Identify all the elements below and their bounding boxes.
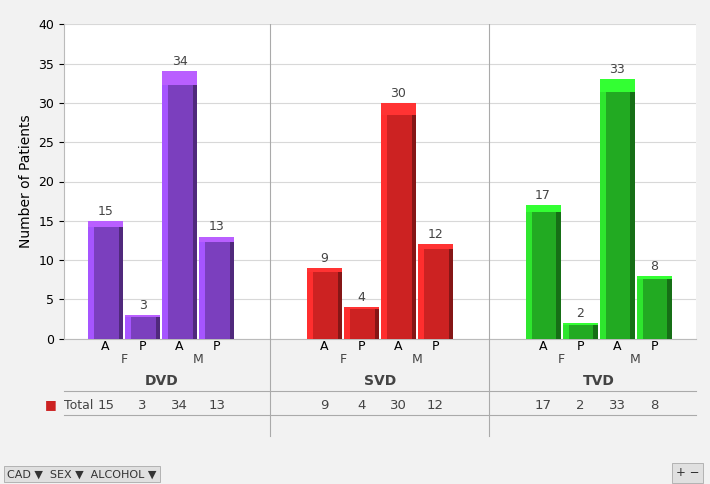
Text: 15: 15 [98,205,114,218]
Text: 15: 15 [97,398,114,411]
Text: 8: 8 [650,260,658,273]
Polygon shape [637,276,672,279]
Polygon shape [88,221,123,339]
Text: 4: 4 [357,291,365,304]
Polygon shape [418,244,453,249]
Polygon shape [338,268,342,339]
Text: M: M [192,353,204,366]
Polygon shape [375,307,379,339]
Polygon shape [562,323,598,339]
Polygon shape [119,221,123,339]
Polygon shape [525,205,561,339]
Polygon shape [557,205,561,339]
Text: ■: ■ [45,398,57,411]
Text: 13: 13 [208,398,225,411]
Text: 33: 33 [609,63,625,76]
Text: 12: 12 [427,228,443,241]
Text: SVD: SVD [364,374,396,388]
Text: M: M [630,353,641,366]
Text: 30: 30 [390,398,407,411]
Polygon shape [637,276,672,339]
Text: 2: 2 [576,307,584,320]
Polygon shape [637,276,643,339]
Text: 3: 3 [138,398,147,411]
Polygon shape [562,323,598,325]
Text: 33: 33 [608,398,626,411]
Text: 34: 34 [171,398,188,411]
Polygon shape [230,237,234,339]
Polygon shape [594,323,598,339]
Polygon shape [125,315,160,339]
Polygon shape [344,307,350,339]
Polygon shape [162,72,168,339]
Polygon shape [199,237,234,339]
Polygon shape [162,72,197,339]
Text: 9: 9 [320,252,328,265]
Text: CAD ▼  SEX ▼  ALCOHOL ▼: CAD ▼ SEX ▼ ALCOHOL ▼ [7,469,156,479]
Text: F: F [558,353,565,366]
Polygon shape [162,72,197,85]
Polygon shape [449,244,453,339]
Polygon shape [344,307,379,309]
Polygon shape [418,244,424,339]
Y-axis label: Number of Patients: Number of Patients [18,115,33,248]
Text: + −: + − [676,466,699,479]
Polygon shape [344,307,379,339]
Text: Total: Total [64,398,93,411]
Polygon shape [156,315,160,339]
Polygon shape [88,221,123,227]
Text: F: F [121,353,128,366]
Polygon shape [88,221,94,339]
Text: 9: 9 [320,398,329,411]
Text: M: M [412,353,422,366]
Polygon shape [418,244,453,339]
Text: DVD: DVD [144,374,178,388]
Text: 34: 34 [172,55,187,68]
Polygon shape [193,72,197,339]
Text: 12: 12 [427,398,444,411]
Polygon shape [381,103,416,115]
Text: TVD: TVD [583,374,615,388]
Polygon shape [199,237,205,339]
Polygon shape [562,323,569,339]
Polygon shape [667,276,672,339]
Text: F: F [339,353,346,366]
Polygon shape [125,315,131,339]
Text: 3: 3 [138,299,146,312]
Polygon shape [307,268,342,339]
Polygon shape [307,268,313,339]
Polygon shape [307,268,342,272]
Polygon shape [525,205,561,212]
Text: 8: 8 [650,398,658,411]
Polygon shape [599,79,635,339]
Polygon shape [381,103,416,339]
Polygon shape [525,205,532,339]
Text: 30: 30 [391,87,406,100]
Polygon shape [412,103,416,339]
Polygon shape [199,237,234,242]
Polygon shape [599,79,606,339]
Text: 17: 17 [535,189,551,202]
Text: 13: 13 [209,220,224,233]
Text: 17: 17 [535,398,552,411]
Polygon shape [630,79,635,339]
Polygon shape [125,315,160,317]
Text: 2: 2 [576,398,584,411]
Text: 4: 4 [357,398,366,411]
Polygon shape [381,103,387,339]
Polygon shape [599,79,635,92]
